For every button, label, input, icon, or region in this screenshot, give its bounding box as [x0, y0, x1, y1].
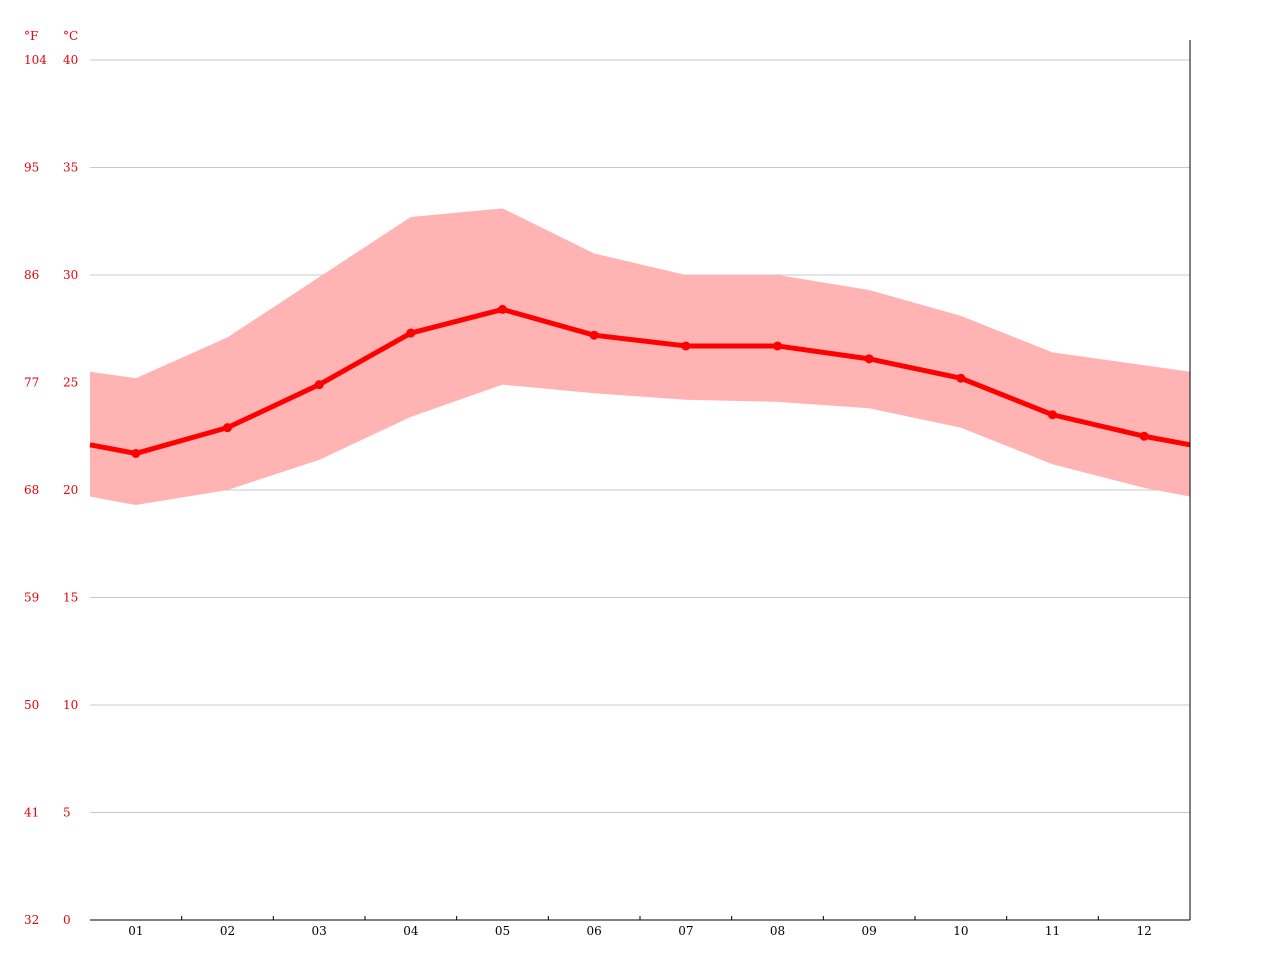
y-tick-label-celsius: 10: [63, 698, 78, 712]
y-tick-label-celsius: 25: [63, 376, 78, 390]
x-tick-label: 08: [770, 924, 785, 938]
y-tick-label-celsius: 0: [63, 913, 71, 927]
y-tick-label-fahrenheit: 59: [24, 591, 39, 605]
x-tick-label: 07: [678, 924, 693, 938]
y-tick-label-fahrenheit: 32: [24, 913, 39, 927]
mean-point: [864, 354, 874, 364]
mean-point: [1048, 410, 1057, 420]
mean-temperature-line: [89, 304, 1191, 458]
x-tick-label: 11: [1045, 924, 1060, 938]
y-tick-label-fahrenheit: 41: [24, 806, 39, 820]
y-tick-label-celsius: 20: [63, 483, 78, 497]
mean-point: [223, 423, 232, 433]
x-tick-label: 02: [220, 924, 235, 938]
y-tick-label-celsius: 40: [63, 53, 78, 67]
x-tick-label: 10: [953, 924, 968, 938]
mean-point: [1139, 431, 1149, 441]
y-tick-label-celsius: 15: [63, 591, 78, 605]
x-tick-label: 01: [128, 924, 143, 938]
y-tick-label-fahrenheit: 68: [24, 483, 39, 497]
mean-line: [89, 306, 1191, 456]
y-tick-label-celsius: 35: [63, 161, 78, 175]
x-tick-label: 05: [495, 924, 510, 938]
x-tick-label: 03: [312, 924, 327, 938]
y-tick-label-fahrenheit: 104: [24, 53, 47, 67]
min-max-band: [90, 208, 1190, 506]
fahrenheit-unit-label: °F: [24, 29, 38, 43]
mean-point: [406, 328, 416, 338]
x-tick-label: 12: [1137, 924, 1152, 938]
mean-point: [131, 448, 141, 458]
y-tick-labels: 0 32 5 41 10 50 15 59 20 68 25 77 30 86 35 95 40 104: [24, 53, 78, 927]
y-tick-label-celsius: 5: [63, 806, 71, 820]
y-tick-label-fahrenheit: 50: [24, 698, 39, 712]
mean-point: [681, 341, 691, 351]
axes: [90, 40, 1191, 921]
x-tick-label: 04: [403, 924, 419, 938]
y-tick-label-fahrenheit: 95: [24, 161, 39, 175]
mean-point: [589, 330, 599, 340]
x-tick-labels: 01 02 03 04 05 06 07 08 09 10 11 12: [128, 924, 1152, 938]
mean-point: [498, 304, 507, 314]
mean-point: [773, 341, 782, 351]
x-tick-label: 06: [587, 924, 602, 938]
mean-point: [314, 380, 324, 390]
y-tick-label-fahrenheit: 86: [24, 268, 39, 282]
x-tick-label: 09: [862, 924, 877, 938]
celsius-unit-label: °C: [63, 29, 78, 43]
temperature-range-band: [90, 208, 1190, 506]
y-tick-label-celsius: 30: [63, 268, 78, 282]
y-tick-label-fahrenheit: 77: [24, 376, 39, 390]
mean-point: [956, 373, 966, 383]
